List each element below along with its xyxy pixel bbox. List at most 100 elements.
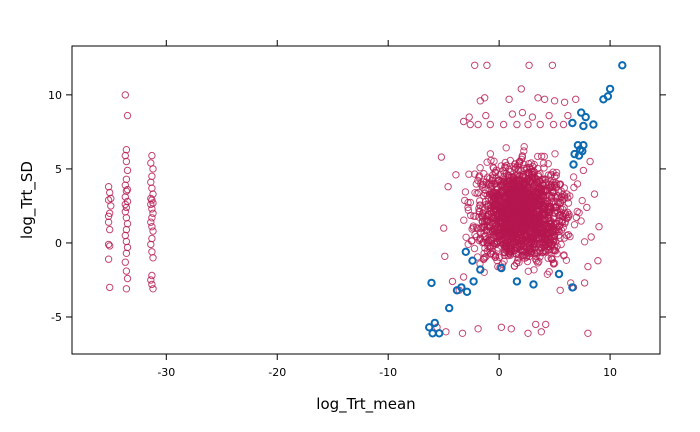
data-point xyxy=(570,221,579,229)
data-point xyxy=(106,242,114,250)
data-point xyxy=(566,232,574,241)
data-point xyxy=(580,279,589,287)
data-point xyxy=(149,227,157,235)
data-point xyxy=(506,226,514,235)
data-point xyxy=(544,213,552,221)
data-point xyxy=(148,205,156,213)
data-point xyxy=(148,248,156,256)
data-point xyxy=(529,280,538,289)
data-point xyxy=(481,253,489,262)
data-point xyxy=(149,254,157,262)
data-point xyxy=(536,120,544,129)
data-point xyxy=(486,244,494,253)
data-point xyxy=(459,117,468,126)
data-point xyxy=(532,231,540,239)
data-point xyxy=(474,120,482,129)
data-point xyxy=(106,188,114,197)
data-point xyxy=(520,143,528,151)
data-point xyxy=(535,189,544,197)
data-point xyxy=(106,225,114,234)
data-point xyxy=(556,180,564,188)
data-point xyxy=(147,194,155,203)
data-point xyxy=(106,283,114,292)
data-point xyxy=(535,218,544,226)
data-point xyxy=(555,181,564,189)
data-point xyxy=(529,243,537,251)
data-point xyxy=(452,286,462,295)
data-point xyxy=(512,182,521,191)
data-point xyxy=(122,214,131,222)
data-point xyxy=(553,192,562,200)
data-point xyxy=(530,213,539,221)
data-point xyxy=(514,254,522,262)
data-point xyxy=(464,206,473,214)
data-point xyxy=(539,229,548,237)
data-point xyxy=(485,224,494,232)
data-point xyxy=(510,239,518,248)
data-point xyxy=(437,153,446,161)
data-point xyxy=(149,199,157,207)
data-point xyxy=(554,188,563,196)
data-point xyxy=(487,204,495,212)
data-point xyxy=(564,208,572,217)
data-point xyxy=(489,163,497,171)
data-point xyxy=(497,323,506,331)
data-point xyxy=(121,200,130,209)
data-point xyxy=(502,144,510,152)
data-point xyxy=(544,160,552,168)
data-point xyxy=(518,108,527,117)
data-point xyxy=(122,285,131,293)
data-point xyxy=(513,191,521,199)
data-point xyxy=(579,166,588,175)
data-point xyxy=(537,328,545,336)
data-point xyxy=(590,190,599,198)
data-point xyxy=(121,151,130,160)
data-point xyxy=(527,191,536,200)
data-point xyxy=(538,205,547,213)
data-point xyxy=(483,158,491,166)
data-point xyxy=(147,276,155,284)
data-point xyxy=(594,257,602,265)
data-point xyxy=(557,218,566,226)
data-point xyxy=(492,182,501,191)
data-point xyxy=(537,192,545,201)
data-point xyxy=(543,232,552,240)
data-point xyxy=(485,174,494,183)
data-point xyxy=(564,111,572,120)
data-point xyxy=(483,218,491,226)
data-point xyxy=(480,170,488,178)
data-point xyxy=(121,231,130,240)
data-point xyxy=(502,161,511,170)
data-point xyxy=(568,283,577,292)
data-point xyxy=(510,198,519,206)
y-tick-label: 0 xyxy=(55,237,62,250)
data-point xyxy=(472,223,481,232)
data-point xyxy=(524,329,532,337)
data-point xyxy=(104,255,113,263)
data-point xyxy=(502,211,511,219)
data-point xyxy=(540,95,549,104)
data-point xyxy=(537,152,546,161)
data-point xyxy=(515,258,523,266)
data-point xyxy=(493,213,502,221)
data-point xyxy=(104,183,113,191)
data-point xyxy=(121,208,130,216)
data-point xyxy=(564,199,573,207)
data-point xyxy=(121,91,130,99)
data-point xyxy=(491,253,499,261)
data-point xyxy=(476,97,484,105)
data-point xyxy=(579,141,588,150)
data-point xyxy=(595,223,603,231)
data-point xyxy=(476,265,485,274)
data-point xyxy=(483,61,491,70)
data-point xyxy=(549,120,558,129)
x-tick-label: -30 xyxy=(157,366,175,379)
data-point xyxy=(578,196,586,205)
data-point xyxy=(428,329,437,338)
data-point xyxy=(564,231,573,239)
data-point xyxy=(555,222,564,230)
data-point xyxy=(480,230,488,238)
data-point xyxy=(486,150,495,158)
data-point xyxy=(521,212,529,220)
